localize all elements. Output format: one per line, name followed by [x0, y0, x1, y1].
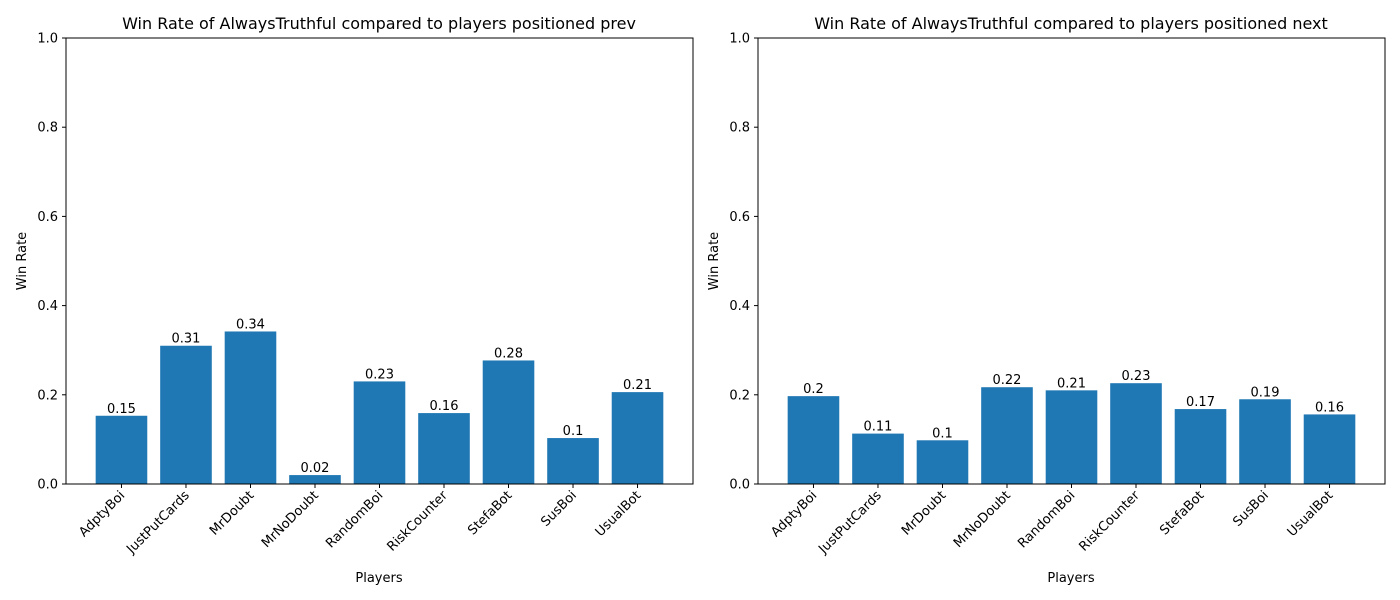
data-label-MrDoubt: 0.1	[932, 426, 953, 441]
bar-SusBoi	[547, 438, 599, 484]
bar-RandomBoi	[1045, 390, 1098, 484]
y-tick-label: 0.8	[37, 121, 58, 136]
data-label-JustPutCards: 0.31	[172, 332, 201, 347]
y-tick-label: 0.4	[729, 299, 750, 314]
y-tick-label: 0.4	[37, 299, 58, 314]
data-label-RandomBoi: 0.23	[365, 367, 394, 382]
x-axis-label: Players	[355, 571, 402, 586]
bar-MrDoubt	[224, 331, 277, 484]
data-label-AdptyBoi: 0.15	[107, 402, 136, 417]
bar-JustPutCards	[852, 433, 904, 484]
data-label-MrNoDoubt: 0.22	[993, 373, 1022, 388]
y-tick-label: 0.0	[37, 478, 58, 493]
data-labels-prev: 0.15 0.31 0.34 0.02 0.23 0.16 0.28 0.1 0.21	[107, 317, 652, 476]
plot-frame-prev	[65, 37, 694, 485]
chart-title: Win Rate of AlwaysTruthful compared to p…	[814, 14, 1328, 33]
bar-SusBoi	[1239, 399, 1291, 484]
bar-UsualBot	[611, 392, 664, 484]
bar-MrNoDoubt	[289, 475, 341, 484]
y-tick-label: 0.2	[729, 388, 750, 403]
y-axis-label: Win Rate	[707, 232, 722, 290]
bar-RandomBoi	[353, 381, 406, 484]
data-label-UsualBot: 0.16	[1315, 400, 1344, 415]
bar-AdptyBoi	[95, 415, 148, 484]
bar-RiskCounter	[418, 413, 470, 484]
bar-MrDoubt	[916, 440, 969, 484]
data-label-SusBoi: 0.19	[1251, 385, 1280, 400]
data-label-RiskCounter: 0.23	[1122, 369, 1151, 384]
bar-UsualBot	[1303, 414, 1356, 484]
y-tick-label: 0.0	[729, 478, 750, 493]
data-label-UsualBot: 0.21	[623, 378, 652, 393]
bars-prev	[95, 331, 664, 484]
bar-StefaBot	[482, 360, 535, 484]
data-labels-next: 0.2 0.11 0.1 0.22 0.21 0.23 0.17 0.19 0.16	[803, 369, 1344, 441]
y-axis-label: Win Rate	[15, 232, 30, 290]
y-tick-label: 1.0	[37, 32, 58, 47]
bar-JustPutCards	[160, 345, 212, 484]
y-axis-prev: 0.0 0.2 0.4 0.6 0.8 1.0	[37, 32, 66, 493]
y-axis-next: 0.0 0.2 0.4 0.6 0.8 1.0	[729, 32, 758, 493]
y-tick-label: 0.8	[729, 121, 750, 136]
data-label-JustPutCards: 0.11	[864, 420, 893, 435]
data-label-RiskCounter: 0.16	[430, 399, 459, 414]
data-label-StefaBot: 0.28	[494, 346, 523, 361]
x-axis-label: Players	[1047, 571, 1094, 586]
bar-StefaBot	[1174, 409, 1227, 484]
bar-RiskCounter	[1110, 383, 1162, 484]
y-tick-label: 0.6	[37, 210, 58, 225]
bar-AdptyBoi	[787, 396, 840, 484]
bar-MrNoDoubt	[981, 387, 1033, 484]
y-tick-label: 0.6	[729, 210, 750, 225]
y-tick-label: 0.2	[37, 388, 58, 403]
plot-frame-next	[757, 37, 1386, 485]
data-label-MrNoDoubt: 0.02	[301, 461, 330, 476]
data-label-AdptyBoi: 0.2	[803, 382, 824, 397]
data-label-StefaBot: 0.17	[1186, 395, 1215, 410]
data-label-MrDoubt: 0.34	[236, 317, 265, 332]
chart-title: Win Rate of AlwaysTruthful compared to p…	[122, 14, 636, 33]
y-tick-label: 1.0	[729, 32, 750, 47]
data-label-SusBoi: 0.1	[563, 424, 584, 439]
bars-next	[787, 383, 1356, 484]
data-label-RandomBoi: 0.21	[1057, 376, 1086, 391]
